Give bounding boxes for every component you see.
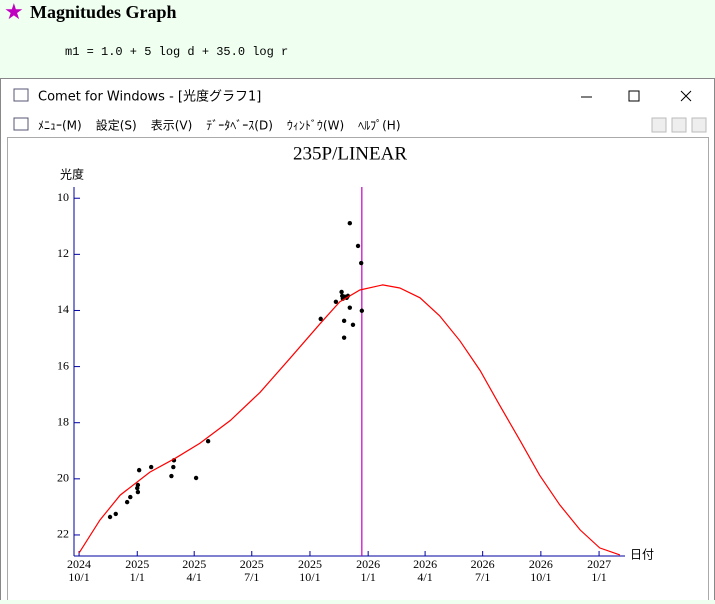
x-tick-label: 2024 10/1	[67, 557, 91, 584]
x-tick-label: 2025 7/1	[240, 557, 264, 584]
x-tick-label: 2026 7/1	[471, 557, 495, 584]
maximize-button[interactable]	[628, 90, 640, 102]
doc-icon	[13, 117, 29, 131]
observation	[350, 322, 356, 327]
observation	[333, 299, 339, 304]
menu-bar	[1, 113, 714, 137]
observation	[341, 318, 347, 324]
window-title: Comet for Windows - [光度グラフ1]	[38, 89, 261, 105]
menu-item[interactable]: ﾃﾞｰﾀﾍﾞｰｽ(D)	[206, 119, 273, 133]
observation	[135, 489, 141, 495]
observation	[355, 243, 361, 249]
y-tick-label: 18	[57, 414, 69, 428]
plot-area	[7, 137, 709, 604]
observation	[318, 316, 323, 322]
observation	[171, 464, 176, 470]
chart-title: 235P/LINEAR	[293, 143, 407, 164]
observation	[339, 289, 344, 295]
x-tick-label: 2025 4/1	[182, 557, 206, 584]
y-tick-label: 20	[57, 471, 69, 485]
y-tick-label: 16	[57, 358, 69, 372]
observation	[359, 308, 365, 313]
x-tick-label: 2026 4/1	[413, 557, 437, 584]
x-tick-label: 2025 1/1	[125, 557, 149, 584]
x-tick-label: 2026 10/1	[529, 557, 553, 584]
menu-item[interactable]: ﾒﾆｭｰ(M)	[38, 119, 82, 133]
observation	[136, 467, 142, 473]
x-tick-label: 2027 1/1	[587, 557, 611, 584]
observation	[135, 482, 141, 488]
observation	[205, 439, 211, 444]
star-icon: ★	[4, 0, 24, 25]
observation	[107, 514, 113, 520]
mdi-close[interactable]	[691, 117, 707, 133]
menu-item[interactable]: ｳｨﾝﾄﾞｳ(W)	[287, 119, 344, 133]
mdi-restore[interactable]	[671, 117, 687, 133]
observation	[341, 335, 347, 340]
observation	[128, 494, 133, 500]
y-tick-label: 12	[57, 246, 69, 260]
observation	[193, 475, 199, 481]
menu-item[interactable]: 設定(S)	[96, 118, 137, 133]
mdi-min[interactable]	[651, 117, 667, 133]
observation	[359, 260, 364, 266]
menu-item[interactable]: ﾍﾙﾌﾟ(H)	[358, 119, 400, 133]
x-axis-label: 日付	[630, 548, 654, 562]
observation	[124, 499, 130, 505]
y-axis-label: 光度	[60, 167, 84, 182]
menu-item[interactable]: 表示(V)	[151, 119, 193, 133]
formula: m1 = 1.0 + 5 log d + 35.0 log r	[65, 45, 288, 59]
x-tick-label: 2025 10/1	[298, 557, 322, 584]
app-icon	[13, 88, 29, 102]
x-tick-label: 2026 1/1	[356, 557, 380, 584]
close-button[interactable]	[680, 90, 692, 102]
observation	[347, 305, 353, 310]
y-tick-label: 22	[57, 527, 69, 541]
observation	[169, 473, 174, 479]
observation	[347, 220, 353, 226]
title-bar	[1, 79, 714, 113]
y-tick-label: 14	[57, 302, 69, 316]
observation	[148, 464, 154, 470]
model-curve	[78, 284, 621, 556]
heading: Magnitudes Graph	[30, 2, 177, 22]
menu: ﾒﾆｭｰ(M) 設定(S) 表示(V) ﾃﾞｰﾀﾍﾞｰｽ(D) ｳｨﾝﾄﾞｳ(W) ﾍﾙﾌ…	[38, 118, 401, 133]
chart: 235P/LINEAR 光度 日付 10 12 14 16 18 20 22 2024 10/1…	[57, 143, 654, 583]
y-tick-label: 10	[57, 190, 69, 204]
observation	[113, 511, 118, 517]
